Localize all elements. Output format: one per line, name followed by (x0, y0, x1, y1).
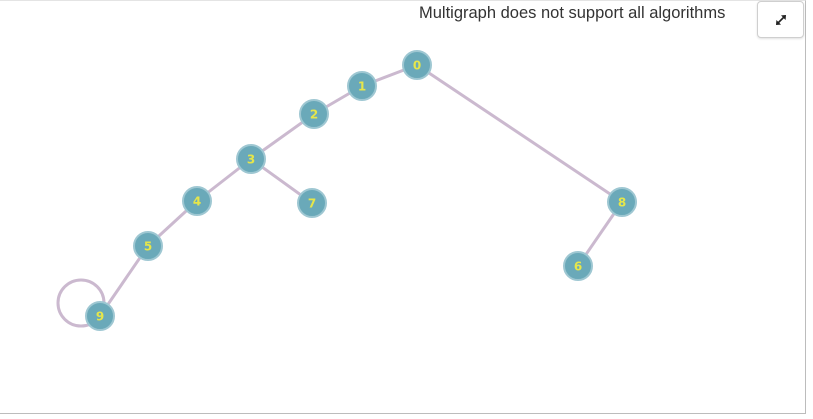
expand-arrows-icon (775, 14, 786, 25)
graph-node-6[interactable]: 6 (563, 251, 593, 281)
graph-node-7[interactable]: 7 (297, 188, 327, 218)
node-label: 8 (618, 196, 626, 210)
node-circle[interactable] (236, 144, 266, 174)
graph-node-9[interactable]: 9 (85, 301, 115, 331)
node-circle[interactable] (347, 71, 377, 101)
node-label: 4 (193, 195, 201, 209)
expand-button[interactable] (757, 1, 804, 38)
multigraph-notice: Multigraph does not support all algorith… (419, 4, 726, 22)
node-circle[interactable] (297, 188, 327, 218)
graph-node-4[interactable]: 4 (182, 186, 212, 216)
graph-node-1[interactable]: 1 (347, 71, 377, 101)
graph-node-0[interactable]: 0 (402, 50, 432, 80)
node-label: 3 (247, 153, 255, 167)
graph-node-2[interactable]: 2 (299, 99, 329, 129)
node-layer: 0 1 2 3 4 5 6 7 8 9 (85, 50, 637, 331)
node-circle[interactable] (563, 251, 593, 281)
node-circle[interactable] (299, 99, 329, 129)
node-label: 5 (144, 240, 152, 254)
node-label: 0 (413, 59, 421, 73)
node-circle[interactable] (402, 50, 432, 80)
node-circle[interactable] (85, 301, 115, 331)
edge-layer (56, 63, 624, 328)
node-label: 6 (574, 260, 582, 274)
node-circle[interactable] (607, 187, 637, 217)
node-label: 7 (308, 197, 316, 211)
node-circle[interactable] (182, 186, 212, 216)
node-label: 1 (358, 80, 366, 94)
node-circle[interactable] (133, 231, 163, 261)
graph-node-5[interactable]: 5 (133, 231, 163, 261)
node-label: 2 (310, 108, 318, 122)
graph-node-8[interactable]: 8 (607, 187, 637, 217)
node-label: 9 (96, 310, 104, 324)
graph-node-3[interactable]: 3 (236, 144, 266, 174)
edge-0-8[interactable] (416, 63, 623, 204)
